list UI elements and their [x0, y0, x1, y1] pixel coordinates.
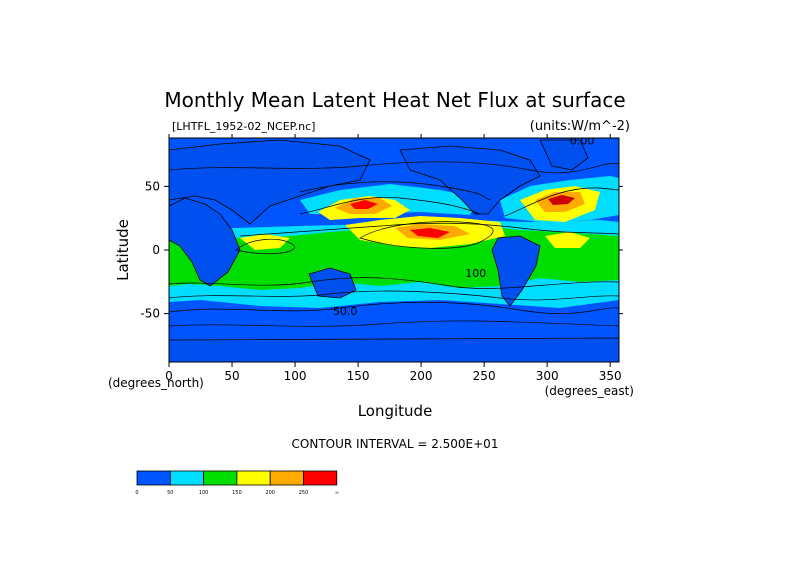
x-unit-note: (degrees_east) — [545, 384, 634, 398]
continent-australia — [308, 267, 357, 299]
region-indian-ocean-warm — [240, 234, 290, 250]
units-label: (units:W/m^-2) — [530, 119, 630, 134]
x-tick-label: 100 — [284, 369, 307, 383]
y-tick-label: 0 — [152, 243, 160, 257]
x-tick-label: 250 — [473, 369, 496, 383]
continents — [169, 139, 619, 362]
contour-line-arctic — [169, 161, 619, 174]
y-unit-note: (degrees_north) — [108, 376, 204, 390]
x-axis-label: Longitude — [358, 402, 433, 420]
continent-north-america — [399, 145, 541, 215]
colorbar-swatch — [236, 470, 271, 486]
colorbar-end-label: ∞ — [335, 490, 339, 496]
contour-line-south-3 — [169, 320, 619, 327]
contour-line-south-2 — [169, 290, 619, 301]
y-ticks: -50 0 50 — [140, 179, 623, 321]
x-tick-label: 200 — [410, 369, 433, 383]
contour-line-equator-ring — [359, 221, 494, 249]
continent-eurasia — [169, 139, 371, 225]
region-equatorial-pacific-hot — [410, 228, 450, 238]
x-tick-label: 50 — [224, 369, 239, 383]
x-tick-label: 150 — [347, 369, 370, 383]
contour-line-tropic-north — [239, 222, 619, 237]
colorbar-label: 200 — [265, 490, 275, 496]
contour-label: 50.0 — [333, 305, 358, 318]
colorbar-label: 150 — [232, 490, 242, 496]
file-label: [LHTFL_1952-02_NCEP.nc] — [172, 120, 315, 133]
contour-line-north-2 — [504, 187, 619, 217]
contour-line-north-1 — [299, 196, 481, 215]
colorbar-swatch — [269, 470, 304, 486]
colorbar-swatch — [136, 470, 171, 486]
contour-label: 0.00 — [570, 135, 595, 148]
colorbar-label: 50 — [167, 490, 173, 496]
contour-label: 100 — [465, 267, 486, 280]
contour-interval-text: CONTOUR INTERVAL = 2.500E+01 — [292, 437, 499, 451]
colorbar-swatch — [169, 470, 205, 486]
colorbar-label: 0 — [135, 490, 138, 496]
continent-south-america — [491, 235, 541, 307]
contour-line-indian-ring — [235, 238, 295, 255]
x-tick-label: 350 — [599, 369, 622, 383]
colorbar-swatch — [303, 470, 338, 486]
continent-greenland — [539, 139, 589, 171]
x-ticks: 0 50 100 150 200 250 300 350 — [165, 134, 622, 383]
continent-antarctica — [169, 337, 619, 362]
region-south-atlantic-warm — [545, 232, 590, 248]
y-tick-label: -50 — [140, 307, 160, 321]
chart-title: Monthly Mean Latent Heat Net Flux at sur… — [164, 88, 625, 112]
y-tick-label: 50 — [145, 179, 160, 193]
colorbar-label: 100 — [199, 490, 209, 496]
contour-lines — [169, 161, 619, 327]
colorbar: 0 50 100 150 200 250 ∞ — [135, 470, 339, 496]
colorbar-swatch — [203, 470, 238, 486]
region-gulf-stream-core — [548, 195, 575, 205]
contour-line-south — [169, 301, 619, 314]
colorbar-label: 250 — [299, 490, 309, 496]
heatmap-field: 50.0 100 0.00 — [169, 135, 619, 362]
x-tick-label: 0 — [165, 369, 173, 383]
contour-line-tropic-south — [169, 277, 619, 289]
contour-line-north-3 — [299, 181, 491, 201]
region-kuroshio-core — [350, 200, 378, 209]
continent-africa — [169, 197, 241, 287]
x-tick-label: 300 — [536, 369, 559, 383]
y-axis-label: Latitude — [114, 219, 132, 281]
